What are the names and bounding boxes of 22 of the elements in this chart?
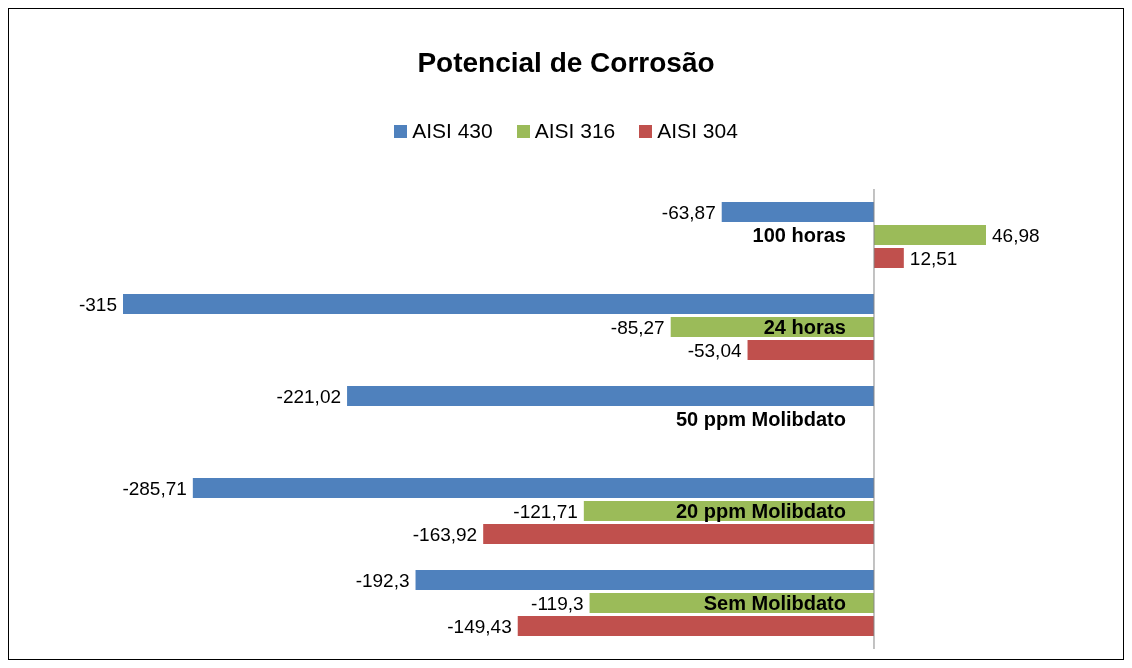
y-tick-label: Sem Molibdato [703, 592, 846, 614]
data-label: -149,43 [447, 615, 512, 637]
y-tick-label: 50 ppm Molibdato [675, 408, 846, 430]
data-label: -315 [78, 293, 117, 315]
legend-label: AISI 430 [412, 119, 493, 143]
y-tick-label: 100 horas [752, 224, 846, 246]
data-label: -221,02 [276, 385, 342, 407]
legend-label: AISI 316 [534, 119, 616, 143]
data-label: -63,87 [661, 201, 716, 223]
data-label: -53,04 [687, 339, 742, 361]
y-tick-label: 20 ppm Molibdato [675, 500, 846, 522]
legend-label: AISI 304 [657, 119, 738, 143]
data-label: 12,51 [909, 247, 958, 269]
data-label: 46,98 [992, 224, 1040, 246]
y-tick-label: 24 horas [763, 316, 846, 338]
data-label: -163,92 [412, 523, 478, 545]
data-label: -285,71 [122, 477, 187, 499]
data-label: -121,71 [513, 500, 578, 522]
data-label: -119,3 [531, 592, 584, 614]
data-label: -192,3 [355, 569, 410, 591]
data-label: -85,27 [610, 316, 665, 338]
chart-title: Potencial de Corrosão [416, 47, 716, 79]
